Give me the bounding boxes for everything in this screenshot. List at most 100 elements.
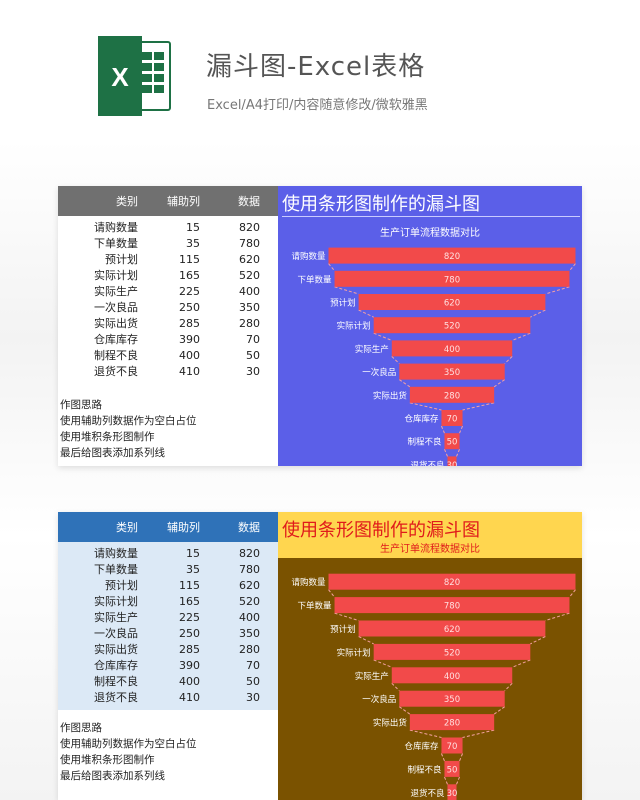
- note-line: 作图思路: [60, 722, 102, 734]
- table-row: 请购数量 15 820: [58, 546, 278, 562]
- funnel-bar[interactable]: [409, 714, 495, 731]
- cell-category: 退货不良: [94, 365, 138, 378]
- series-line: [512, 332, 531, 341]
- cell-aux: 410: [179, 691, 200, 704]
- notes: 作图思路 使用辅助列数据作为空白占位 使用堆积条形图制作 最后给图表添加系列线: [60, 397, 197, 461]
- series-line: [334, 612, 359, 621]
- series-line: [545, 286, 570, 295]
- table-row: 制程不良 400 50: [58, 674, 278, 690]
- category-label: 预计划: [330, 624, 356, 635]
- cell-category: 仓库库存: [94, 659, 138, 672]
- data-label: 400: [444, 672, 460, 682]
- cell-category: 实际出货: [94, 317, 138, 330]
- cell-value: 780: [239, 237, 260, 250]
- cell-value: 620: [239, 253, 260, 266]
- funnel-bar[interactable]: [441, 410, 463, 426]
- data-label: 350: [444, 368, 460, 378]
- funnel-chart[interactable]: 使用条形图制作的漏斗图 生产订单流程数据对比 请购数量 820 下单数量 780 预计划…: [278, 512, 582, 800]
- series-line: [462, 402, 495, 411]
- category-label: 实际生产: [355, 671, 389, 682]
- cell-aux: 400: [179, 349, 200, 362]
- funnel-bar[interactable]: [334, 597, 570, 614]
- funnel-bar[interactable]: [444, 433, 460, 450]
- funnel-bar[interactable]: [358, 620, 546, 637]
- table-row: 下单数量 35 780: [58, 562, 278, 578]
- series-line: [512, 659, 531, 668]
- category-label: 实际出货: [373, 718, 408, 729]
- category-label: 制程不良: [407, 764, 442, 775]
- cell-aux: 35: [186, 563, 200, 576]
- cell-category: 预计划: [105, 579, 138, 592]
- table-body: 请购数量 15 820 下单数量 35 780 预计划 115 620 实际计划 165 520…: [58, 542, 278, 710]
- header-category: 类别: [116, 195, 138, 208]
- cell-aux: 165: [179, 595, 200, 608]
- funnel-bar[interactable]: [409, 386, 495, 403]
- category-label: 退货不良: [410, 788, 445, 799]
- data-label: 400: [444, 345, 460, 355]
- cell-category: 预计划: [105, 253, 138, 266]
- page-title: 漏斗图-Excel表格: [206, 52, 426, 82]
- cell-value: 280: [239, 317, 260, 330]
- category-label: 一次良品: [362, 367, 396, 378]
- cell-aux: 250: [179, 301, 200, 314]
- funnel-bar[interactable]: [358, 294, 546, 310]
- series-line: [391, 356, 400, 364]
- funnel-bar[interactable]: [399, 363, 505, 380]
- note-line: 最后给图表添加系列线: [60, 447, 165, 459]
- table-row: 下单数量 35 780: [58, 236, 278, 252]
- funnel-chart[interactable]: 使用条形图制作的漏斗图 生产订单流程数据对比 请购数量 820 下单数量 780 预计划…: [278, 186, 582, 466]
- funnel-bar[interactable]: [447, 456, 457, 466]
- chart-subtitle: 生产订单流程数据对比: [380, 228, 480, 239]
- cell-category: 请购数量: [94, 221, 138, 234]
- funnel-bar[interactable]: [441, 737, 463, 754]
- funnel-bar[interactable]: [447, 784, 457, 800]
- table-row: 一次良品 250 350: [58, 300, 278, 316]
- funnel-bar[interactable]: [328, 573, 576, 590]
- cell-category: 一次良品: [94, 301, 138, 314]
- table-row: 实际出货 285 280: [58, 642, 278, 658]
- category-label: 仓库库存: [404, 741, 439, 752]
- series-line: [504, 682, 513, 692]
- series-line: [493, 379, 505, 388]
- series-line: [493, 706, 505, 715]
- table-row: 预计划 115 620: [58, 252, 278, 268]
- cell-aux: 410: [179, 365, 200, 378]
- funnel-bar[interactable]: [444, 760, 460, 777]
- category-label: 制程不良: [407, 437, 442, 448]
- series-line: [444, 449, 448, 457]
- title-divider: [282, 216, 580, 217]
- category-label: 预计划: [330, 298, 356, 309]
- cell-value: 350: [239, 627, 260, 640]
- sheet-preview-1: 类别 辅助列 数据 请购数量 15 820 下单数量 35 780 预计划 115 620 …: [58, 186, 582, 466]
- funnel-bar[interactable]: [373, 317, 531, 334]
- category-label: 下单数量: [298, 601, 333, 612]
- funnel-bar[interactable]: [334, 270, 570, 287]
- series-line: [462, 729, 495, 738]
- cell-value: 620: [239, 579, 260, 592]
- cell-category: 制程不良: [94, 675, 138, 688]
- table-header: 类别 辅助列 数据: [58, 186, 278, 216]
- page-subtitle: Excel/A4打印/内容随意修改/微软雅黑: [207, 98, 428, 113]
- cell-value: 350: [239, 301, 260, 314]
- funnel-bar[interactable]: [399, 690, 505, 707]
- cell-value: 30: [246, 365, 260, 378]
- cell-aux: 15: [186, 221, 200, 234]
- sheet-preview-2: 类别 辅助列 数据 请购数量 15 820 下单数量 35 780 预计划 115 620 …: [58, 512, 582, 800]
- category-label: 请购数量: [292, 251, 327, 262]
- funnel-bar[interactable]: [328, 247, 576, 264]
- series-line: [409, 729, 442, 738]
- funnel-bar[interactable]: [373, 643, 531, 660]
- category-label: 退货不良: [410, 460, 445, 466]
- funnel-bar[interactable]: [391, 667, 513, 684]
- cell-value: 400: [239, 611, 260, 624]
- chart-title: 使用条形图制作的漏斗图: [282, 194, 480, 215]
- cell-category: 实际计划: [94, 269, 138, 282]
- cell-value: 30: [246, 691, 260, 704]
- series-line: [399, 706, 411, 715]
- funnel-bar[interactable]: [391, 340, 513, 357]
- series-line: [391, 682, 400, 692]
- data-label: 280: [444, 719, 460, 729]
- note-line: 使用堆积条形图制作: [60, 754, 155, 766]
- note-line: 最后给图表添加系列线: [60, 770, 165, 782]
- cell-value: 70: [246, 659, 260, 672]
